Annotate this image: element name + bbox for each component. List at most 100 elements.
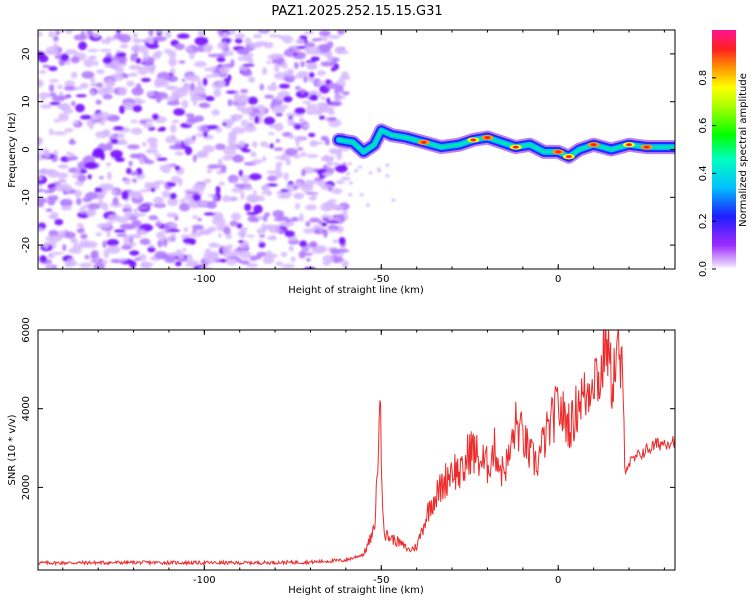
noise-blob xyxy=(176,33,190,39)
noise-blob xyxy=(320,214,332,219)
noise-blob xyxy=(94,187,103,194)
noise-blob xyxy=(376,167,381,171)
noise-blob xyxy=(305,221,311,227)
noise-blob xyxy=(46,262,53,269)
noise-blob xyxy=(52,131,67,136)
noise-blob xyxy=(241,70,253,77)
noise-blob xyxy=(174,43,185,50)
noise-blob xyxy=(167,197,179,207)
noise-blob xyxy=(215,185,221,194)
noise-blob xyxy=(80,114,93,120)
noise-blob xyxy=(308,72,315,78)
noise-blob xyxy=(200,230,212,235)
noise-blob xyxy=(192,215,199,219)
noise-blob xyxy=(295,85,301,91)
noise-blob xyxy=(281,263,296,269)
noise-blob xyxy=(268,34,282,38)
noise-blob xyxy=(296,46,308,49)
noise-blob xyxy=(60,205,72,211)
noise-blob xyxy=(76,223,84,228)
noise-blob xyxy=(144,118,154,124)
noise-blob xyxy=(290,216,299,222)
noise-blob xyxy=(249,42,262,49)
noise-blob xyxy=(249,255,258,261)
noise-blob xyxy=(162,238,168,247)
noise-blob xyxy=(133,52,139,58)
noise-blob xyxy=(251,141,258,148)
noise-blob xyxy=(203,212,216,216)
noise-blob xyxy=(128,72,138,77)
noise-blob xyxy=(155,222,163,227)
noise-blob xyxy=(77,174,87,182)
noise-blob xyxy=(342,210,349,215)
noise-blob xyxy=(106,141,113,151)
noise-blob xyxy=(118,258,128,262)
noise-blob xyxy=(47,254,56,259)
noise-blob xyxy=(338,237,346,245)
noise-blob xyxy=(247,57,254,66)
noise-blob xyxy=(90,82,98,87)
noise-blob xyxy=(58,164,69,169)
noise-blob xyxy=(139,238,151,245)
noise-blob xyxy=(223,227,231,235)
noise-blob xyxy=(295,38,305,44)
noise-blob xyxy=(254,115,260,124)
noise-blob xyxy=(222,50,234,57)
noise-blob xyxy=(282,77,293,82)
noise-blob xyxy=(141,141,147,147)
ridge-hotspot-core xyxy=(470,138,477,142)
noise-blob xyxy=(185,46,192,51)
noise-blob xyxy=(321,222,328,227)
noise-blob xyxy=(208,242,220,248)
noise-blob xyxy=(260,30,267,33)
noise-blob xyxy=(145,148,159,154)
noise-blob xyxy=(319,115,325,120)
colorbar-ticks: 0.0 0.2 0.4 0.6 0.8 xyxy=(698,70,716,277)
noise-blob xyxy=(181,78,186,82)
noise-blob xyxy=(329,150,343,155)
noise-blob xyxy=(123,177,131,185)
noise-blob xyxy=(285,112,296,118)
noise-blob xyxy=(131,219,142,228)
ridge-hotspot-core xyxy=(555,150,562,154)
noise-blob xyxy=(178,178,183,187)
noise-blob xyxy=(193,61,207,68)
noise-blob xyxy=(332,239,339,244)
noise-blob xyxy=(328,228,337,233)
noise-blob xyxy=(121,190,129,200)
noise-blob xyxy=(91,150,105,158)
noise-blob xyxy=(340,176,351,181)
noise-blob xyxy=(280,251,288,257)
noise-blob xyxy=(206,201,217,209)
ridge-hotspot-core xyxy=(512,145,519,149)
noise-blob xyxy=(78,41,88,51)
noise-blob xyxy=(205,95,215,102)
ridge-hotspot-core xyxy=(625,143,632,147)
noise-blob xyxy=(290,256,296,263)
noise-blob xyxy=(65,151,72,156)
noise-blob xyxy=(113,134,118,138)
noise-blob xyxy=(73,34,87,41)
noise-blob xyxy=(206,125,219,130)
noise-blob xyxy=(253,33,262,39)
noise-blob xyxy=(337,30,345,35)
noise-blob xyxy=(118,86,128,96)
noise-blob xyxy=(48,128,54,136)
noise-blob xyxy=(269,143,274,149)
noise-blob xyxy=(227,143,237,150)
noise-blob xyxy=(267,250,272,256)
noise-blob xyxy=(106,239,119,247)
noise-blob xyxy=(54,30,61,35)
noise-blob xyxy=(156,231,166,240)
noise-blob xyxy=(243,124,257,133)
noise-blob xyxy=(106,220,115,224)
noise-blob xyxy=(236,48,250,55)
noise-blob xyxy=(239,174,251,182)
noise-blob xyxy=(75,103,85,113)
noise-blob xyxy=(47,198,56,206)
noise-blob xyxy=(148,244,155,248)
noise-blob xyxy=(272,210,285,218)
noise-blob xyxy=(170,233,176,239)
noise-blob xyxy=(142,52,150,60)
noise-blob xyxy=(48,66,58,72)
